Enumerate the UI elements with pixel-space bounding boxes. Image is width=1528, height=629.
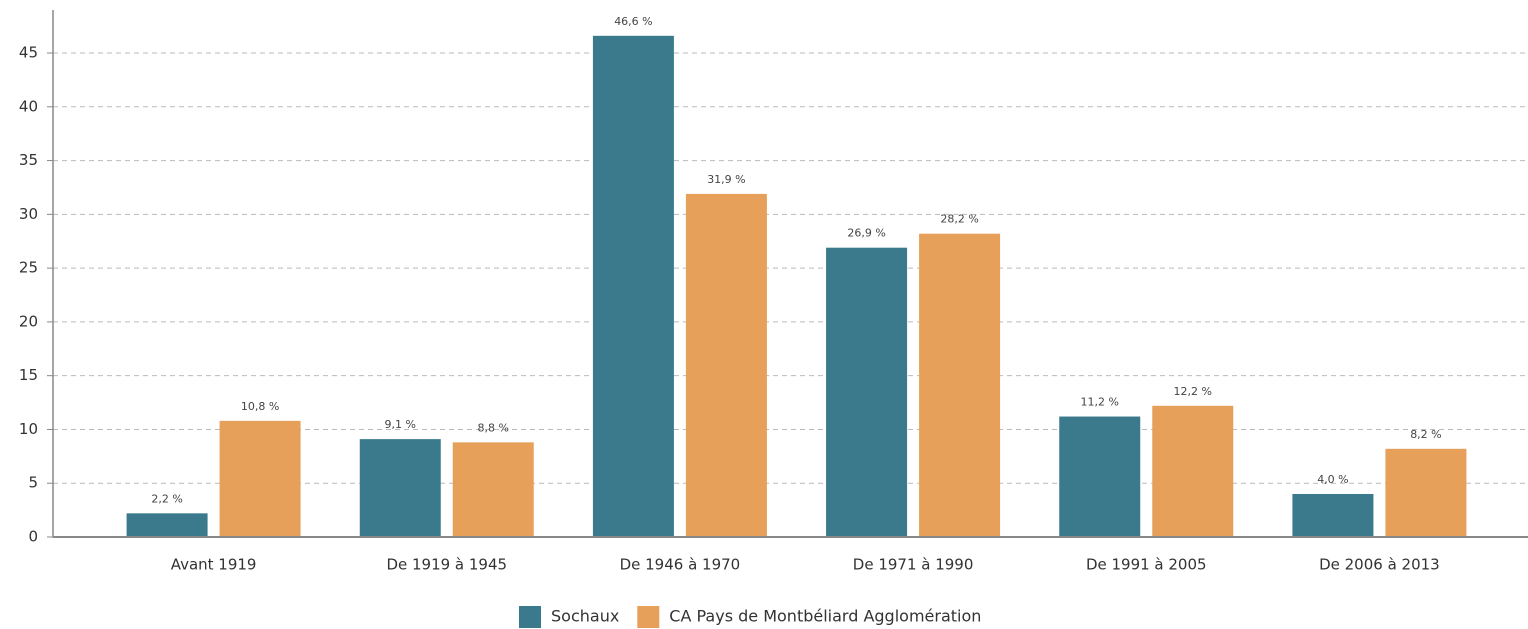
x-tick-label: De 1991 à 2005	[1086, 556, 1207, 574]
y-tick-label: 0	[28, 528, 38, 546]
bar	[826, 247, 908, 538]
bar	[1385, 448, 1467, 537]
legend-label: Sochaux	[551, 607, 619, 626]
value-label: 12,2 %	[1174, 385, 1212, 398]
y-tick-label: 10	[19, 420, 38, 438]
value-label: 46,6 %	[614, 15, 652, 28]
bar	[126, 513, 208, 537]
y-tick-label: 40	[19, 97, 38, 115]
y-tick-label: 30	[19, 205, 38, 223]
y-tick-label: 35	[19, 151, 38, 169]
bar	[452, 442, 534, 537]
y-tick-label: 5	[28, 474, 38, 492]
x-tick-label: De 1971 à 1990	[853, 556, 974, 574]
bar	[592, 35, 674, 537]
value-label: 11,2 %	[1081, 396, 1119, 409]
value-label: 8,8 %	[478, 421, 509, 434]
bar	[1152, 405, 1234, 537]
bar	[1059, 416, 1141, 537]
y-tick-label: 20	[19, 312, 38, 330]
value-label: 26,9 %	[847, 227, 885, 240]
value-label: 9,1 %	[385, 418, 416, 431]
legend-swatch	[637, 606, 660, 628]
value-label: 28,2 %	[940, 213, 978, 226]
value-label: 10,8 %	[241, 400, 279, 413]
y-tick-label: 15	[19, 366, 38, 384]
bar	[219, 420, 301, 537]
bar	[1292, 493, 1374, 537]
bar	[359, 439, 441, 537]
x-tick-label: De 1919 à 1945	[386, 556, 507, 574]
x-tick-label: De 2006 à 2013	[1319, 556, 1440, 574]
value-label: 31,9 %	[707, 173, 745, 186]
legend-swatch	[519, 606, 541, 628]
y-tick-label: 45	[19, 44, 38, 62]
bar	[919, 233, 1001, 537]
x-tick-label: Avant 1919	[171, 556, 257, 574]
value-label: 8,2 %	[1410, 428, 1441, 441]
value-label: 4,0 %	[1317, 473, 1348, 486]
y-tick-label: 25	[19, 259, 38, 277]
legend-label: CA Pays de Montbéliard Agglomération	[669, 607, 981, 626]
x-tick-label: De 1946 à 1970	[620, 556, 741, 574]
value-label: 2,2 %	[151, 492, 182, 505]
bar	[685, 193, 767, 538]
